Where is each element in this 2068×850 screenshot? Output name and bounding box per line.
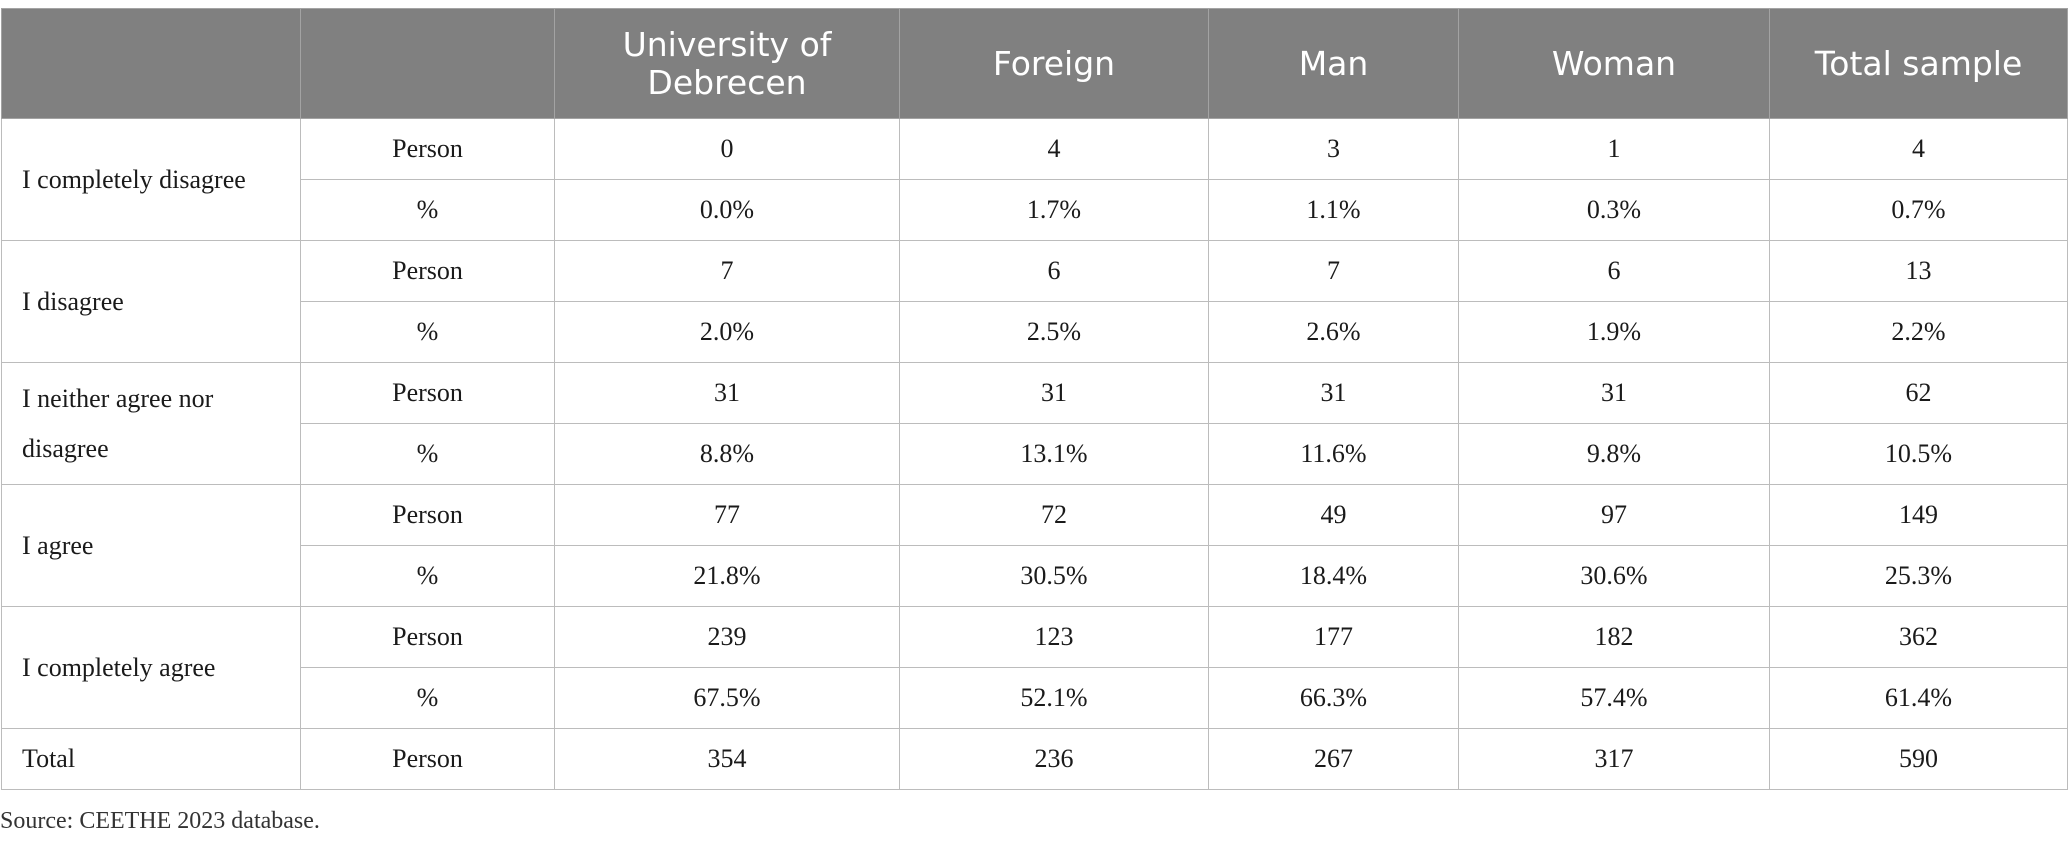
table-cell: 72 xyxy=(899,484,1209,546)
header-cell-response xyxy=(1,8,301,119)
header-cell-measure xyxy=(300,8,555,119)
table-cell: 123 xyxy=(899,606,1209,668)
table-row: % 8.8% 13.1% 11.6% 9.8% 10.5% xyxy=(2,423,2068,485)
table-cell: 354 xyxy=(554,728,900,790)
survey-responses-table: University of Debrecen Foreign Man Woman… xyxy=(1,8,2068,790)
table-cell: 10.5% xyxy=(1769,423,2068,485)
table-cell: 49 xyxy=(1208,484,1459,546)
table-cell: 4 xyxy=(899,118,1209,180)
header-cell-total-sample: Total sample xyxy=(1769,8,2068,119)
table-cell: 2.6% xyxy=(1208,301,1459,363)
measure-label: % xyxy=(300,423,555,485)
response-label: I agree xyxy=(1,484,301,607)
table-cell: 25.3% xyxy=(1769,545,2068,607)
source-note: Source: CEETHE 2023 database. xyxy=(0,808,320,834)
table-cell: 11.6% xyxy=(1208,423,1459,485)
measure-label: Person xyxy=(300,362,555,424)
table-cell: 0 xyxy=(554,118,900,180)
measure-label: Person xyxy=(300,240,555,302)
table-cell: 13.1% xyxy=(899,423,1209,485)
table-row: I neither agree nor disagree Person 31 3… xyxy=(1,362,2068,485)
response-label: I completely disagree xyxy=(1,118,301,241)
table-row: % 21.8% 30.5% 18.4% 30.6% 25.3% xyxy=(2,545,2068,607)
table-cell: 8.8% xyxy=(554,423,900,485)
table-row-total: Total Person 354 236 267 317 590 xyxy=(1,728,2068,790)
table-cell: 0.0% xyxy=(554,179,900,241)
header-cell-woman: Woman xyxy=(1458,8,1770,119)
header-row: University of Debrecen Foreign Man Woman… xyxy=(1,8,2068,119)
table-cell: 18.4% xyxy=(1208,545,1459,607)
response-label: I neither agree nor disagree xyxy=(1,362,301,485)
table-cell: 2.2% xyxy=(1769,301,2068,363)
table-row: % 67.5% 52.1% 66.3% 57.4% 61.4% xyxy=(2,667,2068,729)
table-cell: 31 xyxy=(1208,362,1459,424)
table-cell: 590 xyxy=(1769,728,2068,790)
table-cell: 239 xyxy=(554,606,900,668)
header-cell-man: Man xyxy=(1208,8,1459,119)
response-label: Total xyxy=(1,728,301,790)
table-cell: 66.3% xyxy=(1208,667,1459,729)
table-cell: 1.7% xyxy=(899,179,1209,241)
table-cell: 67.5% xyxy=(554,667,900,729)
table-cell: 9.8% xyxy=(1458,423,1770,485)
table-row: I completely agree Person 239 123 177 18… xyxy=(1,606,2068,729)
table-row: I agree Person 77 72 49 97 149 xyxy=(1,484,2068,607)
table-row: I disagree Person 7 6 7 6 13 xyxy=(1,240,2068,363)
table-cell: 61.4% xyxy=(1769,667,2068,729)
table-cell: 1 xyxy=(1458,118,1770,180)
table-cell: 177 xyxy=(1208,606,1459,668)
table-cell: 182 xyxy=(1458,606,1770,668)
measure-label: Person xyxy=(300,484,555,546)
table-cell: 77 xyxy=(554,484,900,546)
table-row: % 2.0% 2.5% 2.6% 1.9% 2.2% xyxy=(2,301,2068,363)
table-cell: 31 xyxy=(899,362,1209,424)
table-cell: 0.7% xyxy=(1769,179,2068,241)
table-cell: 317 xyxy=(1458,728,1770,790)
table-cell: 4 xyxy=(1769,118,2068,180)
table-cell: 30.5% xyxy=(899,545,1209,607)
measure-label: Person xyxy=(300,728,555,790)
response-label: I completely agree xyxy=(1,606,301,729)
table-cell: 62 xyxy=(1769,362,2068,424)
table-cell: 7 xyxy=(1208,240,1459,302)
table-cell: 7 xyxy=(554,240,900,302)
table-cell: 52.1% xyxy=(899,667,1209,729)
table-cell: 97 xyxy=(1458,484,1770,546)
table-cell: 267 xyxy=(1208,728,1459,790)
table-cell: 2.5% xyxy=(899,301,1209,363)
table-cell: 149 xyxy=(1769,484,2068,546)
table-cell: 6 xyxy=(1458,240,1770,302)
response-label: I disagree xyxy=(1,240,301,363)
table-row: I completely disagree Person 0 4 3 1 4 xyxy=(1,118,2068,241)
measure-label: % xyxy=(300,667,555,729)
measure-label: % xyxy=(300,179,555,241)
header-cell-foreign: Foreign xyxy=(899,8,1209,119)
measure-label: % xyxy=(300,545,555,607)
table-cell: 21.8% xyxy=(554,545,900,607)
table-cell: 0.3% xyxy=(1458,179,1770,241)
measure-label: Person xyxy=(300,118,555,180)
table-cell: 13 xyxy=(1769,240,2068,302)
table-cell: 2.0% xyxy=(554,301,900,363)
table-cell: 236 xyxy=(899,728,1209,790)
table-cell: 6 xyxy=(899,240,1209,302)
table-cell: 362 xyxy=(1769,606,2068,668)
measure-label: % xyxy=(300,301,555,363)
table-cell: 1.1% xyxy=(1208,179,1459,241)
measure-label: Person xyxy=(300,606,555,668)
table-cell: 30.6% xyxy=(1458,545,1770,607)
table-cell: 31 xyxy=(1458,362,1770,424)
table-cell: 31 xyxy=(554,362,900,424)
table-row: % 0.0% 1.7% 1.1% 0.3% 0.7% xyxy=(2,179,2068,241)
table-cell: 57.4% xyxy=(1458,667,1770,729)
header-cell-university-of-debrecen: University of Debrecen xyxy=(554,8,900,119)
table-cell: 3 xyxy=(1208,118,1459,180)
table-cell: 1.9% xyxy=(1458,301,1770,363)
